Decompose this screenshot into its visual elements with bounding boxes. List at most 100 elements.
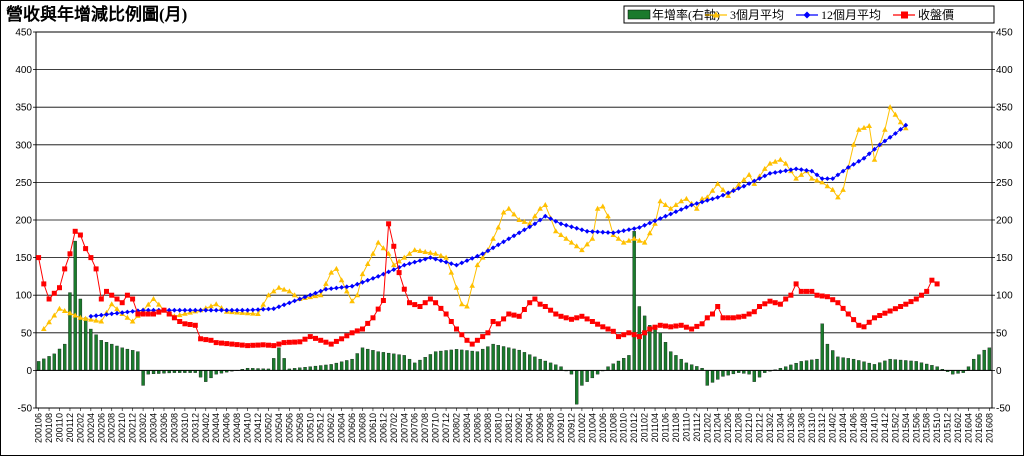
bar-yoy — [585, 370, 589, 382]
x-tick-label: 200906 — [535, 413, 545, 443]
marker-3m — [448, 269, 455, 275]
marker-close — [339, 336, 345, 342]
marker-12m — [673, 209, 679, 215]
marker-close — [203, 337, 209, 343]
marker-12m — [626, 227, 632, 232]
bar-yoy — [872, 364, 877, 371]
marker-3m — [156, 301, 162, 307]
marker-3m — [814, 177, 820, 183]
marker-12m — [292, 298, 297, 304]
bar-yoy — [324, 364, 328, 371]
marker-3m — [401, 254, 408, 260]
x-tick-label: 200710 — [431, 413, 441, 443]
bar-yoy — [329, 364, 333, 371]
x-tick-label: 201204 — [713, 413, 723, 443]
marker-3m — [255, 311, 261, 316]
axis-layer: -50 0 50 100 150 200 250 300 350 400 450 -50 0 50 100 1… — [15, 28, 1013, 444]
bar-yoy — [569, 370, 574, 375]
bar-yoy — [935, 366, 939, 371]
marker-3m — [657, 198, 664, 204]
bar-yoy — [836, 356, 840, 371]
bar-yoy — [669, 351, 673, 371]
marker-close — [323, 339, 329, 345]
marker-3m — [453, 284, 460, 290]
marker-close — [872, 315, 877, 321]
marker-12m — [323, 286, 329, 292]
marker-close — [271, 343, 277, 349]
bar-yoy — [413, 362, 417, 371]
bar-yoy — [831, 350, 835, 371]
y-right-tick-label: 300 — [996, 140, 1013, 151]
marker-close — [579, 313, 585, 319]
legend-label-close: 收盤價 — [918, 8, 954, 22]
marker-3m — [145, 301, 152, 307]
marker-close — [485, 330, 491, 336]
marker-3m — [767, 160, 773, 166]
marker-3m — [108, 301, 115, 307]
bar-yoy — [611, 363, 615, 371]
marker-12m — [334, 285, 339, 291]
bar-yoy — [522, 352, 527, 371]
x-tick-label: 201402 — [828, 413, 838, 443]
bar-yoy — [689, 364, 694, 371]
marker-close — [292, 339, 298, 345]
marker-close — [856, 322, 862, 328]
bar-yoy — [141, 370, 145, 386]
marker-3m — [61, 308, 68, 313]
bar-yoy — [977, 354, 981, 371]
bar-yoy — [313, 365, 318, 371]
marker-close — [417, 304, 423, 309]
marker-close — [140, 311, 146, 317]
x-tick-label: 200212 — [128, 413, 138, 443]
bar-yoy — [42, 358, 46, 371]
x-tick-label: 200912 — [566, 413, 576, 443]
marker-3m — [276, 284, 282, 290]
marker-close — [877, 313, 883, 318]
marker-3m — [46, 319, 52, 325]
marker-3m — [866, 123, 872, 128]
marker-12m — [140, 307, 146, 313]
marker-3m — [411, 247, 418, 253]
marker-close — [245, 343, 251, 349]
marker-12m — [851, 162, 856, 167]
bar-yoy — [528, 354, 532, 371]
marker-close — [208, 337, 214, 343]
x-tick-label: 200702 — [389, 413, 399, 443]
marker-3m — [631, 235, 637, 241]
marker-close — [480, 334, 486, 340]
marker-close — [663, 323, 668, 329]
marker-12m — [887, 134, 893, 140]
marker-close — [793, 281, 799, 287]
marker-close — [307, 334, 313, 340]
marker-3m — [819, 179, 825, 185]
marker-3m — [328, 269, 334, 275]
y-left-tick-label: 250 — [15, 178, 32, 189]
bar-yoy — [63, 343, 67, 371]
x-tick-label: 201106 — [660, 413, 670, 442]
marker-close — [720, 315, 726, 321]
marker-close — [898, 304, 904, 309]
x-tick-label: 200902 — [514, 413, 524, 443]
marker-12m — [621, 228, 627, 234]
marker-12m — [872, 146, 877, 152]
bar-yoy — [94, 334, 98, 371]
bar-yoy — [972, 358, 976, 371]
marker-3m — [526, 220, 533, 226]
marker-3m — [615, 235, 622, 241]
x-tick-label: 201012 — [629, 413, 639, 443]
marker-close — [595, 321, 601, 327]
marker-close — [824, 294, 830, 300]
bar-yoy — [648, 325, 652, 371]
marker-close — [135, 311, 141, 317]
x-tick-label: 200410 — [243, 413, 253, 443]
bar-yoy — [559, 366, 563, 371]
y-right-tick-label: -50 — [996, 404, 1011, 415]
marker-close — [438, 305, 444, 311]
bar-yoy — [914, 361, 918, 371]
marker-12m — [898, 127, 903, 132]
x-tick-label: 201010 — [619, 413, 629, 443]
x-tick-label: 201510 — [932, 413, 942, 443]
bar-yoy — [99, 340, 103, 371]
marker-close — [919, 292, 924, 298]
marker-3m — [364, 261, 371, 266]
